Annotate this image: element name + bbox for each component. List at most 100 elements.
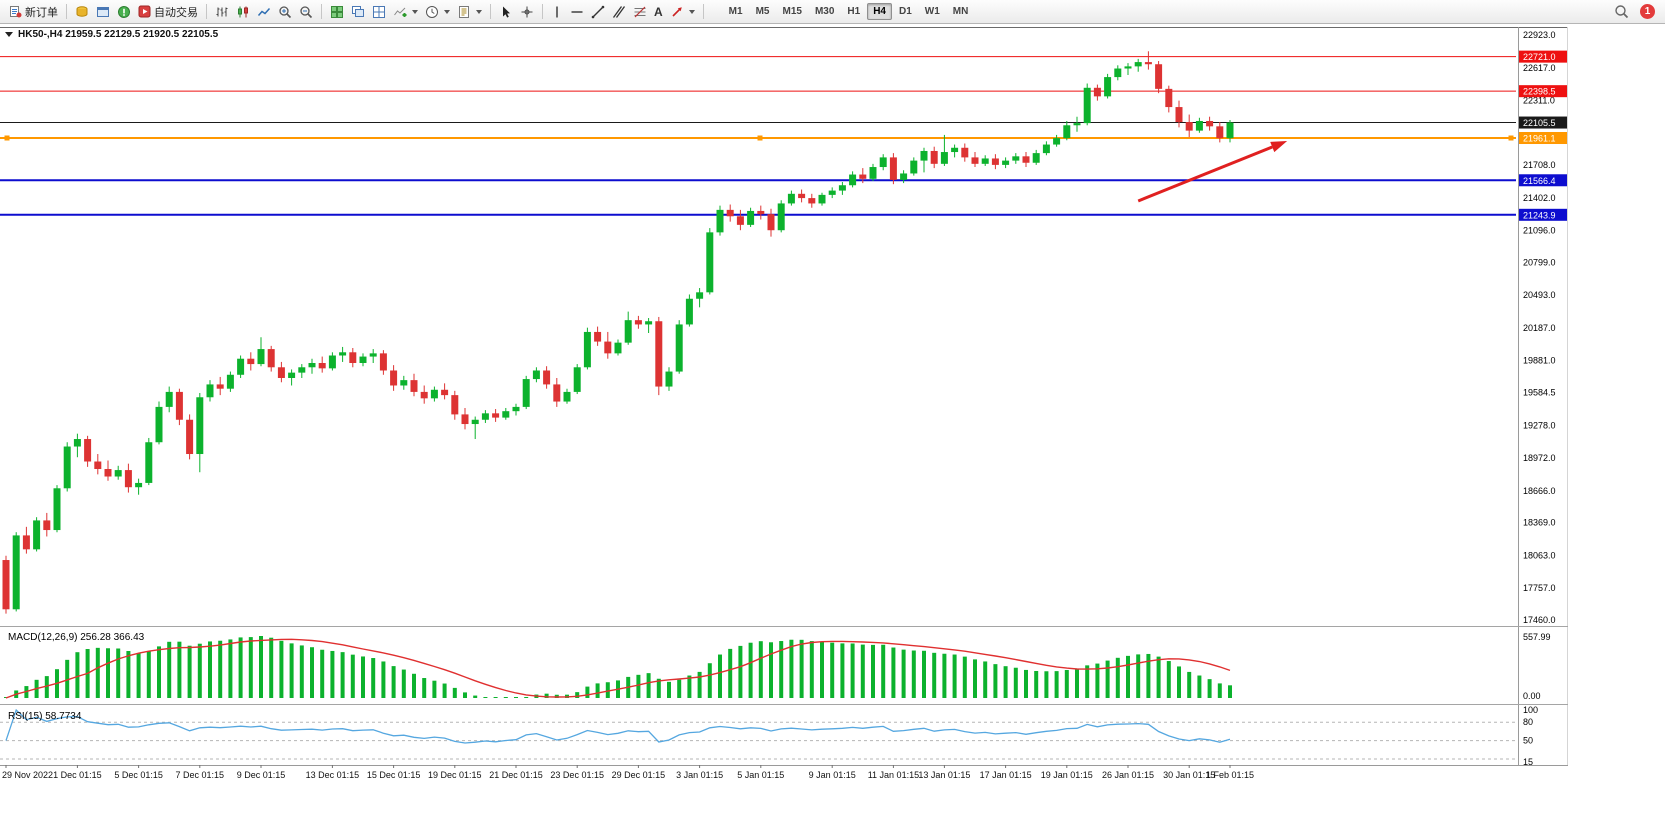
price-tag — [1519, 116, 1567, 129]
candle-body — [12, 535, 20, 610]
candle-body — [22, 535, 30, 550]
time-label: 9 Jan 01:15 — [809, 770, 856, 780]
toolbar-separator — [490, 4, 491, 19]
candle-body — [206, 384, 214, 398]
candlestick-mode-button[interactable] — [233, 2, 253, 22]
rsi-scale-label: 15 — [1523, 757, 1533, 767]
candle-body — [726, 209, 734, 217]
new-order-icon — [10, 6, 22, 18]
timeframe-button-m5[interactable]: M5 — [755, 6, 770, 17]
macd-histogram-bar — [116, 648, 121, 698]
price-scale-label: 22617.0 — [1523, 63, 1556, 73]
candle-body — [624, 320, 632, 343]
arrange-windows-button[interactable] — [369, 2, 389, 22]
macd-histogram-bar — [605, 682, 610, 698]
macd-histogram-bar — [809, 641, 814, 698]
template-button[interactable] — [454, 2, 485, 22]
candle-body — [583, 331, 591, 368]
candle-body — [869, 167, 877, 179]
timeframe-button-h1[interactable]: H1 — [847, 6, 861, 17]
price-tag — [1519, 50, 1567, 63]
macd-histogram-bar — [1187, 671, 1192, 698]
data-window-button[interactable] — [93, 2, 113, 22]
timeframe-button-m15[interactable]: M15 — [782, 6, 802, 17]
price-scale-label: 18666.0 — [1523, 486, 1556, 496]
candle-body — [369, 353, 377, 357]
macd-histogram-bar — [993, 664, 998, 698]
main-toolbar: 新订单 自动交易 — [0, 0, 1665, 24]
time-label: 15 Dec 01:15 — [367, 770, 421, 780]
price-tag-label: 22721.0 — [1523, 52, 1556, 62]
candle-body — [920, 150, 928, 161]
rsi-scale-label: 100 — [1523, 705, 1538, 715]
line-anchor[interactable] — [1508, 135, 1514, 141]
line-anchor[interactable] — [4, 135, 10, 141]
macd-histogram-bar — [820, 641, 824, 698]
arrows-tool-button[interactable] — [667, 2, 698, 22]
macd-histogram-bar — [758, 641, 763, 698]
candle-body — [216, 384, 224, 389]
zoom-in-button[interactable] — [275, 2, 295, 22]
candle-body — [777, 203, 785, 231]
trendline-tool-button[interactable] — [588, 2, 608, 22]
vertical-line-tool-button[interactable] — [548, 2, 566, 22]
timeframe-button-h4[interactable]: H4 — [867, 3, 892, 20]
price-scale-label: 20187.0 — [1523, 323, 1556, 333]
new-order-button[interactable]: 新订单 — [6, 2, 61, 22]
candle-body — [563, 391, 571, 402]
candle-body — [1093, 87, 1101, 97]
time-label: 3 Jan 01:15 — [676, 770, 723, 780]
candle-body — [512, 406, 520, 412]
timeframe-button-w1[interactable]: W1 — [924, 6, 940, 17]
candle-body — [991, 158, 999, 165]
time-axis[interactable]: 29 Nov 2022 1 Dec 01:15 5 Dec 01:15 7 Dec 0… — [2, 765, 1254, 780]
crosshair-tool-button[interactable] — [517, 2, 537, 22]
fibonacci-tool-button[interactable] — [630, 2, 650, 22]
text-tool-button[interactable]: A — [651, 2, 666, 22]
macd-histogram-bar — [544, 693, 549, 698]
candle-body — [879, 157, 887, 168]
price-scale-label: 22311.0 — [1523, 96, 1555, 106]
timeframe-button-m1[interactable]: M1 — [728, 6, 743, 17]
add-indicator-button[interactable] — [390, 2, 421, 22]
macd-histogram-bar — [687, 675, 692, 698]
auto-trading-button[interactable]: 自动交易 — [135, 2, 201, 22]
trend-arrow[interactable] — [1137, 141, 1288, 203]
timeframe-button-mn[interactable]: MN — [952, 6, 969, 17]
terminal-button[interactable] — [114, 2, 134, 22]
price-scale[interactable]: 22923.0 22617.0 22311.0 21708.0 21402.0 21096… — [1523, 30, 1556, 625]
candle-body — [114, 470, 122, 477]
macd-histogram-bar — [769, 642, 773, 698]
toolbar-separator — [66, 4, 67, 19]
macd-histogram-bar — [197, 643, 202, 698]
candle-body — [308, 362, 316, 368]
candle-body — [471, 419, 479, 425]
macd-histogram-bar — [932, 652, 937, 698]
timeframe-button-d1[interactable]: D1 — [898, 6, 912, 17]
macd-histogram-bar — [881, 644, 886, 698]
candle-body — [481, 413, 489, 420]
market-watch-button[interactable] — [72, 2, 92, 22]
channel-tool-button[interactable] — [609, 2, 629, 22]
bar-chart-mode-button[interactable] — [212, 2, 232, 22]
line-anchor[interactable] — [757, 135, 763, 141]
timeframe-button-m30[interactable]: M30 — [814, 6, 835, 17]
candle-body — [849, 174, 857, 186]
macd-histogram-bar — [779, 641, 784, 698]
line-chart-mode-button[interactable] — [254, 2, 274, 22]
candle-body — [1185, 122, 1193, 131]
horizontal-line-tool-button[interactable] — [567, 2, 587, 22]
period-selector-button[interactable] — [422, 2, 453, 22]
macd-histogram-bar — [452, 687, 457, 698]
macd-histogram-bar — [75, 652, 80, 698]
quick-trade-toggle-icon[interactable] — [5, 32, 13, 37]
cursor-tool-button[interactable] — [496, 2, 516, 22]
cascade-windows-button[interactable] — [348, 2, 368, 22]
macd-histogram-bar — [44, 676, 49, 698]
search-button[interactable] — [1611, 2, 1632, 22]
zoom-out-button[interactable] — [296, 2, 316, 22]
notification-badge[interactable]: 1 — [1640, 4, 1655, 19]
candle-body — [1053, 138, 1061, 145]
tile-windows-button[interactable] — [327, 2, 347, 22]
